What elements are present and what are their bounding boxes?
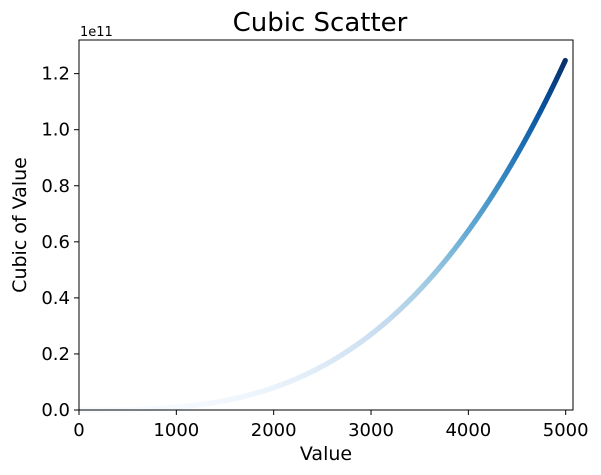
x-tick-label: 4000 — [445, 420, 491, 441]
x-tick-label: 2000 — [251, 420, 297, 441]
x-axis-label: Value — [300, 443, 352, 465]
y-tick-label: 0.8 — [41, 176, 70, 197]
plot-area-frame — [78, 39, 574, 411]
y-tick-label: 0.2 — [41, 344, 70, 365]
x-tick-label: 1000 — [153, 420, 199, 441]
axis-ticks: 0 1000 2000 3000 4000 5000 0.0 0.2 0.4 0.6 0.8 1.0 1… — [41, 64, 588, 441]
y-tick-label: 1.2 — [41, 64, 70, 85]
x-tick-label: 0 — [73, 420, 84, 441]
y-tick-label: 0.4 — [41, 288, 70, 309]
y-tick-label: 0.6 — [41, 232, 70, 253]
y-axis-offset-label: 1e11 — [80, 25, 113, 40]
scatter-point — [562, 57, 568, 64]
x-tick-label: 5000 — [543, 420, 589, 441]
chart-title: Cubic Scatter — [233, 8, 408, 38]
y-axis-label: Cubic of Value — [9, 157, 31, 293]
y-tick-label: 1.0 — [41, 120, 70, 141]
y-tick-label: 0.0 — [41, 400, 70, 421]
x-tick-label: 3000 — [348, 420, 394, 441]
